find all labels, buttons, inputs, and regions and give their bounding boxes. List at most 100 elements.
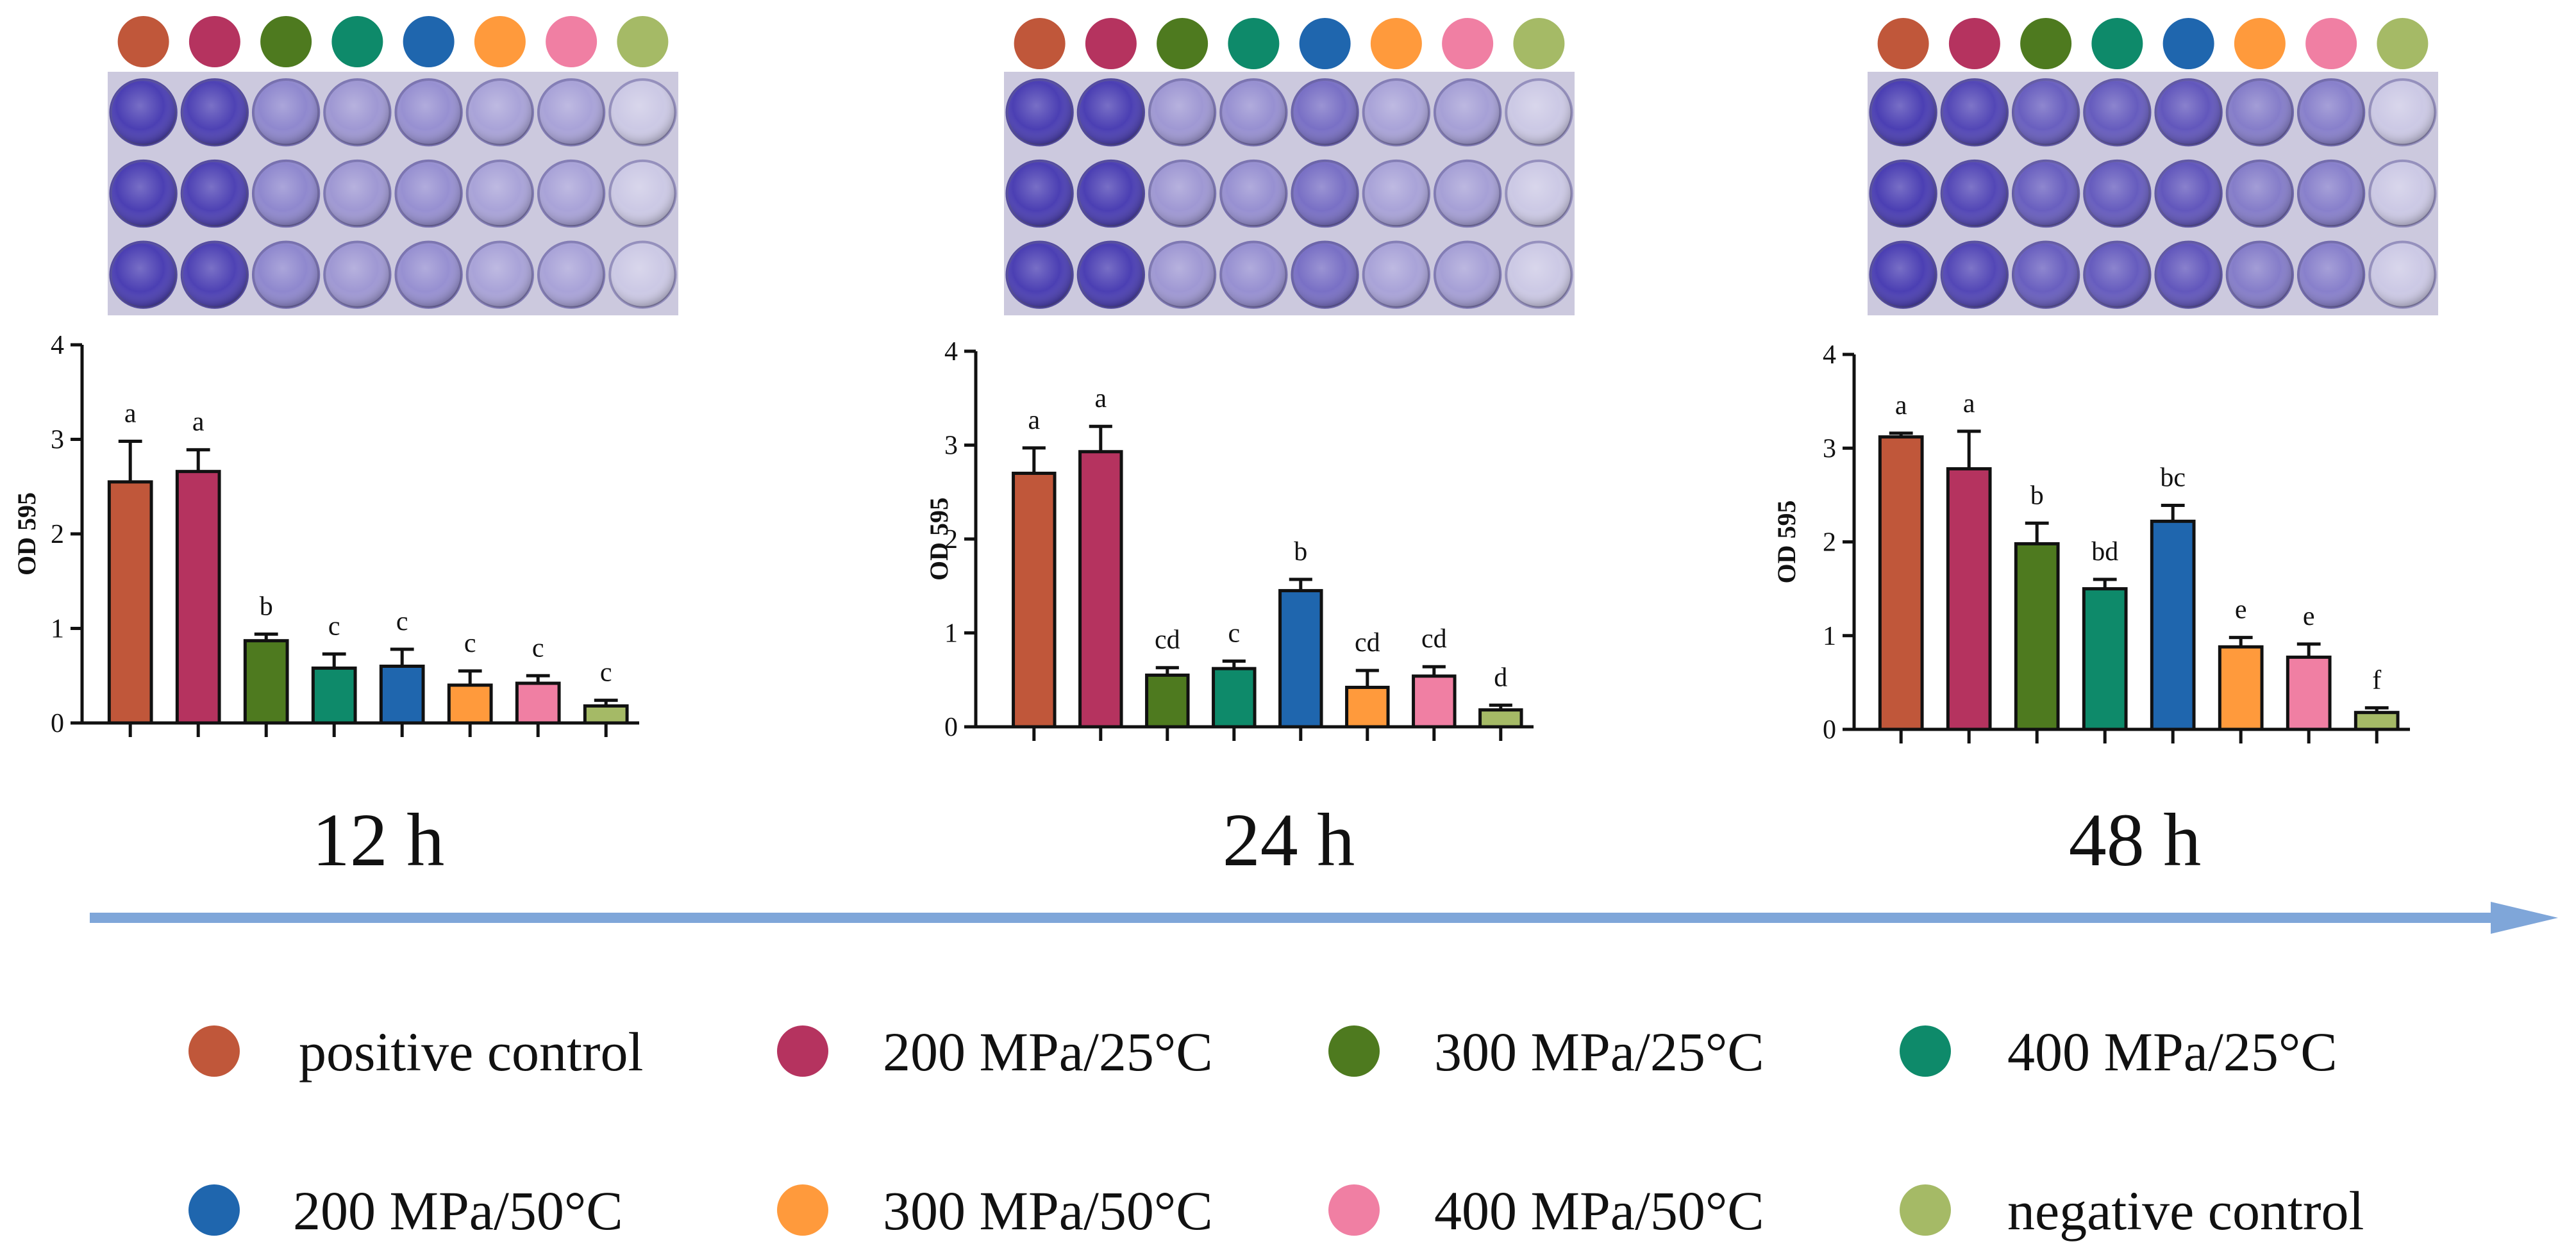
- y-tick-label: 2: [51, 520, 64, 549]
- significance-label: a: [1963, 389, 1975, 419]
- plate-well-shade: [1221, 160, 1287, 227]
- plate-well-shade: [1941, 79, 2008, 145]
- legend-swatch: [1900, 1025, 1951, 1077]
- plate-well-shade: [2370, 79, 2436, 145]
- significance-label: b: [2030, 481, 2044, 510]
- plate-well-shade: [2227, 79, 2293, 145]
- plate-well-shade: [2227, 242, 2293, 308]
- plate-well-shade: [181, 160, 248, 227]
- legend-swatch: [1328, 1184, 1380, 1236]
- plate-well-shade: [396, 79, 462, 145]
- color-dot: [1085, 18, 1137, 69]
- legend-swatch: [777, 1025, 828, 1077]
- plate-well-shade: [2012, 242, 2079, 308]
- bar: [1212, 667, 1257, 729]
- plate-well-shade: [253, 242, 319, 308]
- y-tick-label: 3: [1823, 434, 1836, 463]
- plate-well-shade: [1078, 242, 1144, 308]
- significance-label: a: [124, 399, 137, 428]
- plate-well-shade: [2012, 160, 2079, 227]
- plate-well-shade: [1363, 242, 1430, 308]
- legend-swatch: [1900, 1184, 1951, 1236]
- y-axis-label: OD 595: [924, 497, 953, 581]
- plate-well-shade: [1007, 79, 1073, 145]
- legend-label: 200 MPa/50°C: [293, 1180, 623, 1241]
- color-dot: [617, 16, 669, 67]
- significance-label: c: [532, 633, 544, 663]
- plate-well-shade: [396, 242, 462, 308]
- plate-well-shade: [324, 79, 390, 145]
- time-label: 24 h: [1223, 798, 1355, 882]
- color-dot: [2234, 18, 2286, 69]
- plate-well-shade: [1434, 79, 1501, 145]
- plate-well-shade: [324, 160, 390, 227]
- y-tick-label: 1: [1823, 622, 1836, 651]
- plate-well-shade: [1506, 242, 1572, 308]
- plate-well-shade: [1363, 160, 1430, 227]
- plate-well-shade: [110, 242, 176, 308]
- color-dot: [2305, 18, 2357, 69]
- plate-well-shade: [610, 79, 676, 145]
- y-tick-label: 4: [51, 331, 64, 360]
- plate-well-shade: [1363, 79, 1430, 145]
- timeline-arrow: [90, 902, 2558, 934]
- bar: [1278, 589, 1323, 729]
- legend-swatch: [777, 1184, 828, 1236]
- plate-well-shade: [2370, 242, 2436, 308]
- significance-label: bd: [2091, 537, 2118, 567]
- panel-24-h: 0 1 2 3 4 OD 595 a a cd c b cd cd d 24 h: [924, 18, 1575, 882]
- significance-label: b: [260, 592, 273, 621]
- color-dot: [2020, 18, 2072, 69]
- plate-well-shade: [396, 160, 462, 227]
- time-label: 48 h: [2069, 798, 2202, 882]
- y-axis-label: OD 595: [12, 492, 41, 576]
- significance-label: c: [328, 611, 340, 641]
- legend-label: 200 MPa/25°C: [883, 1021, 1213, 1083]
- bar: [243, 639, 289, 725]
- legend-swatch: [188, 1025, 240, 1077]
- plate-well-shade: [1078, 160, 1144, 227]
- y-tick-label: 4: [944, 337, 958, 367]
- legend-label: 400 MPa/50°C: [1434, 1180, 1764, 1241]
- plate-well-shade: [324, 242, 390, 308]
- bar: [311, 666, 357, 725]
- plate-well-shade: [2084, 160, 2150, 227]
- y-tick-label: 2: [1823, 528, 1836, 558]
- color-dot: [2162, 18, 2214, 69]
- color-dot: [1948, 18, 2000, 69]
- color-dot: [403, 16, 455, 67]
- plate-well-shade: [467, 79, 533, 145]
- plate-well-shade: [538, 79, 605, 145]
- color-dot: [2091, 18, 2143, 69]
- plate-well-shade: [181, 79, 248, 145]
- color-dot: [1299, 18, 1351, 69]
- plate-well-shade: [467, 242, 533, 308]
- legend-label: positive control: [299, 1021, 643, 1083]
- significance-label: a: [1094, 384, 1107, 413]
- plate-well-shade: [253, 160, 319, 227]
- color-dot: [1442, 18, 1494, 69]
- plate-well-shade: [610, 160, 676, 227]
- legend-item: 400 MPa/50°C: [1328, 1180, 1764, 1241]
- plate-well-shade: [2155, 160, 2221, 227]
- legend-swatch: [188, 1184, 240, 1236]
- legend-label: negative control: [2007, 1180, 2364, 1241]
- bar: [515, 681, 561, 725]
- plate-well-shade: [538, 160, 605, 227]
- plate-well-shade: [1221, 79, 1287, 145]
- legend-label: 400 MPa/25°C: [2007, 1021, 2338, 1083]
- significance-label: e: [2303, 602, 2315, 631]
- plate-well-shade: [2298, 79, 2364, 145]
- legend-item: negative control: [1900, 1180, 2364, 1241]
- plate-well-shade: [1506, 79, 1572, 145]
- plate-well-shade: [2155, 242, 2221, 308]
- y-axis-label: OD 595: [1772, 501, 1801, 584]
- bar: [379, 665, 425, 725]
- color-dot: [2377, 18, 2429, 69]
- y-tick-label: 3: [51, 426, 64, 455]
- plate-well-shade: [1506, 160, 1572, 227]
- significance-label: c: [600, 658, 612, 688]
- significance-label: cd: [1421, 624, 1447, 654]
- plate-well-shade: [1149, 79, 1216, 145]
- plate-well-shade: [2370, 160, 2436, 227]
